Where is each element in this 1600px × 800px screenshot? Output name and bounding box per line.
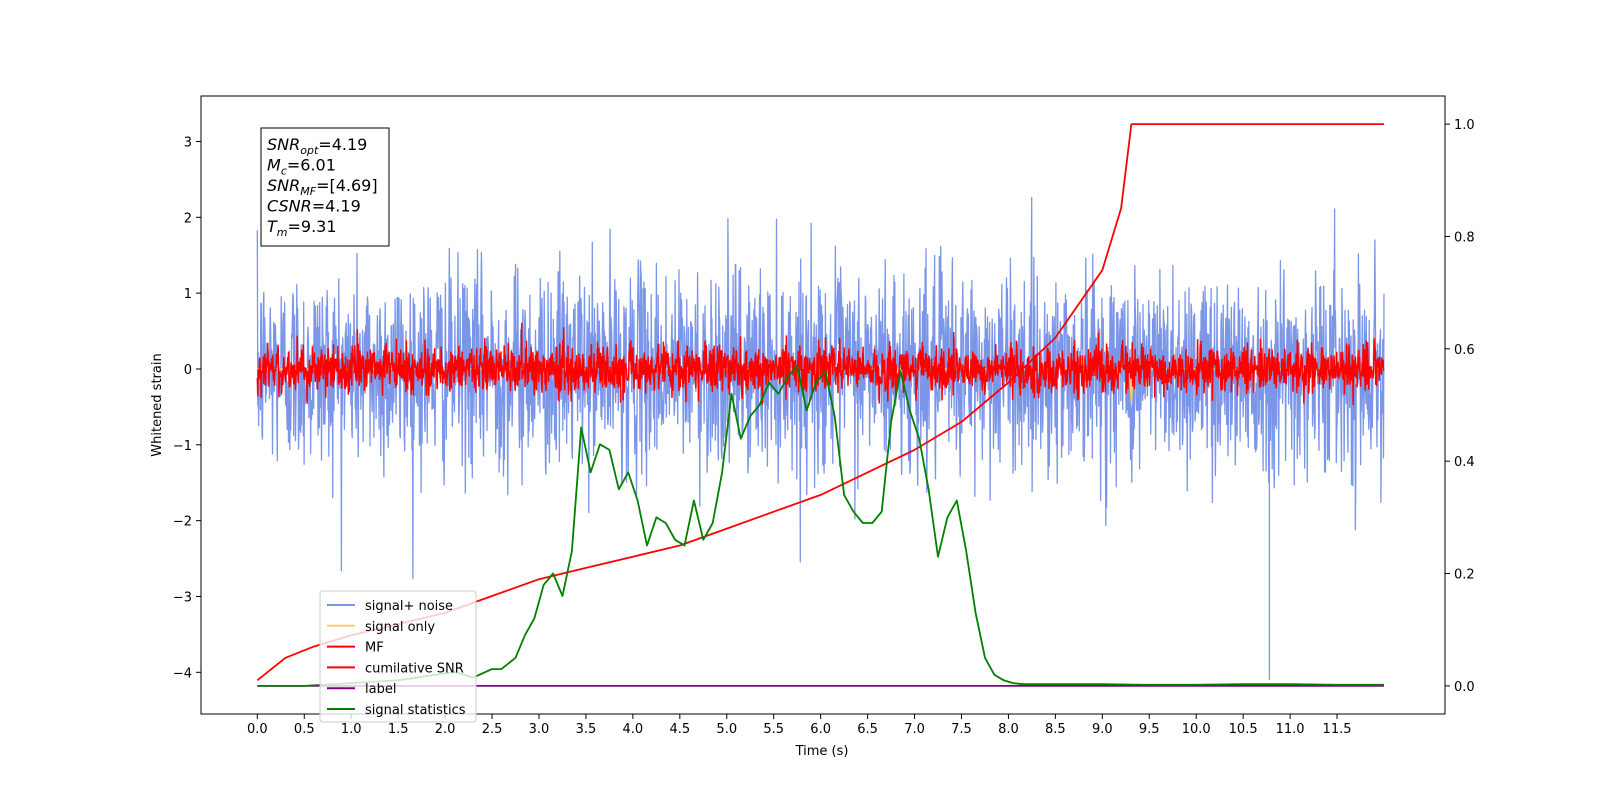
y-axis-right: 1.0 0.8 0.6 0.4 0.2 0.0 bbox=[1445, 118, 1475, 695]
y-tick-label-right: 0.2 bbox=[1454, 568, 1475, 583]
x-tick-label: 10.5 bbox=[1229, 722, 1258, 737]
y-tick-label-left: 1 bbox=[184, 287, 192, 302]
y-tick-label-right: 1.0 bbox=[1454, 118, 1475, 133]
x-tick-label: 5.0 bbox=[716, 722, 737, 737]
x-tick-label: 3.5 bbox=[576, 722, 597, 737]
stats-line: Mc=6.01 bbox=[267, 156, 336, 178]
y-tick-label-left: 2 bbox=[184, 211, 192, 226]
legend-label: signal+ noise bbox=[365, 599, 453, 614]
stats-subscript: m bbox=[277, 226, 288, 239]
legend-label: label bbox=[365, 682, 396, 697]
x-tick-label: 11.0 bbox=[1276, 722, 1305, 737]
x-tick-label: 3.0 bbox=[529, 722, 550, 737]
legend-label: signal only bbox=[365, 620, 435, 635]
stats-value: =6.01 bbox=[287, 156, 336, 175]
legend-label: cumilative SNR bbox=[365, 661, 464, 676]
x-tick-label: 9.5 bbox=[1139, 722, 1160, 737]
x-tick-label: 10.0 bbox=[1182, 722, 1211, 737]
x-tick-label: 11.5 bbox=[1323, 722, 1352, 737]
legend-label: signal statistics bbox=[365, 703, 466, 718]
stats-value: =4.19 bbox=[318, 135, 367, 154]
y-tick-label-right: 0.8 bbox=[1454, 230, 1475, 245]
y-axis-left: 3 2 1 0 −1 −2 −3 −4 bbox=[173, 135, 201, 681]
stats-value: =9.31 bbox=[288, 217, 337, 236]
x-tick-label: 2.5 bbox=[482, 722, 503, 737]
stats-key: CSNR bbox=[267, 197, 312, 216]
x-tick-label: 4.0 bbox=[623, 722, 644, 737]
x-tick-label: 4.5 bbox=[669, 722, 690, 737]
stats-key: SNR bbox=[267, 135, 300, 154]
stats-subscript: c bbox=[281, 165, 287, 178]
x-tick-label: 8.5 bbox=[1045, 722, 1066, 737]
x-tick-label: 7.5 bbox=[951, 722, 972, 737]
stats-key: SNR bbox=[267, 176, 300, 195]
stats-value: =[4.69] bbox=[316, 176, 378, 195]
legend-frame bbox=[319, 590, 477, 723]
x-tick-label: 6.5 bbox=[857, 722, 878, 737]
y-tick-label-right: 0.0 bbox=[1454, 680, 1475, 695]
y-tick-label-right: 0.4 bbox=[1454, 455, 1475, 470]
x-tick-label: 7.0 bbox=[904, 722, 925, 737]
stats-key: T bbox=[267, 217, 278, 236]
x-tick-label: 9.0 bbox=[1092, 722, 1113, 737]
x-tick-label: 8.0 bbox=[998, 722, 1019, 737]
x-axis: 0.0 0.5 1.0 1.5 2.0 2.5 3.0 3.5 4.0 4.5 5.0 5.5 6.0 6… bbox=[247, 714, 1352, 737]
x-axis-label: Time (s) bbox=[795, 744, 849, 759]
stats-annotation-box: SNRopt=4.19Mc=6.01SNRMF=[4.69]CSNR=4.19T… bbox=[260, 127, 390, 247]
series-layer bbox=[256, 123, 1385, 687]
legend-label: MF bbox=[365, 641, 384, 656]
x-tick-label: 0.5 bbox=[294, 722, 315, 737]
x-tick-label: 1.0 bbox=[341, 722, 362, 737]
series-line-mf bbox=[256, 322, 1385, 406]
y-tick-label-left: −4 bbox=[173, 666, 192, 681]
stats-box-frame bbox=[260, 127, 390, 247]
stats-line: CSNR=4.19 bbox=[267, 197, 361, 216]
stats-subscript: MF bbox=[300, 185, 316, 198]
legend: signal+ noise signal only MF cumilative SNR… bbox=[319, 590, 477, 723]
y-tick-label-left: 3 bbox=[184, 135, 192, 150]
plot-frame bbox=[200, 95, 1446, 715]
stats-value: =4.19 bbox=[312, 197, 361, 216]
y-tick-label-left: −2 bbox=[173, 515, 192, 530]
y-tick-label-left: −3 bbox=[173, 590, 192, 605]
y-tick-label-left: −1 bbox=[173, 439, 192, 454]
x-tick-label: 6.0 bbox=[810, 722, 831, 737]
stats-key: M bbox=[267, 156, 281, 175]
x-tick-label: 2.0 bbox=[435, 722, 456, 737]
series-line-signal-statistics bbox=[257, 364, 1384, 687]
stats-line: Tm=9.31 bbox=[267, 217, 337, 239]
x-tick-label: 1.5 bbox=[388, 722, 409, 737]
y-tick-label-left: 0 bbox=[184, 363, 192, 378]
y-axis-label: Whitened strain bbox=[150, 353, 165, 456]
stats-line: SNRMF=[4.69] bbox=[267, 176, 378, 198]
y-tick-label-right: 0.6 bbox=[1454, 343, 1475, 358]
x-tick-label: 0.0 bbox=[247, 722, 268, 737]
stats-line: SNRopt=4.19 bbox=[267, 135, 367, 157]
x-tick-label: 5.5 bbox=[763, 722, 784, 737]
stats-subscript: opt bbox=[300, 144, 319, 157]
